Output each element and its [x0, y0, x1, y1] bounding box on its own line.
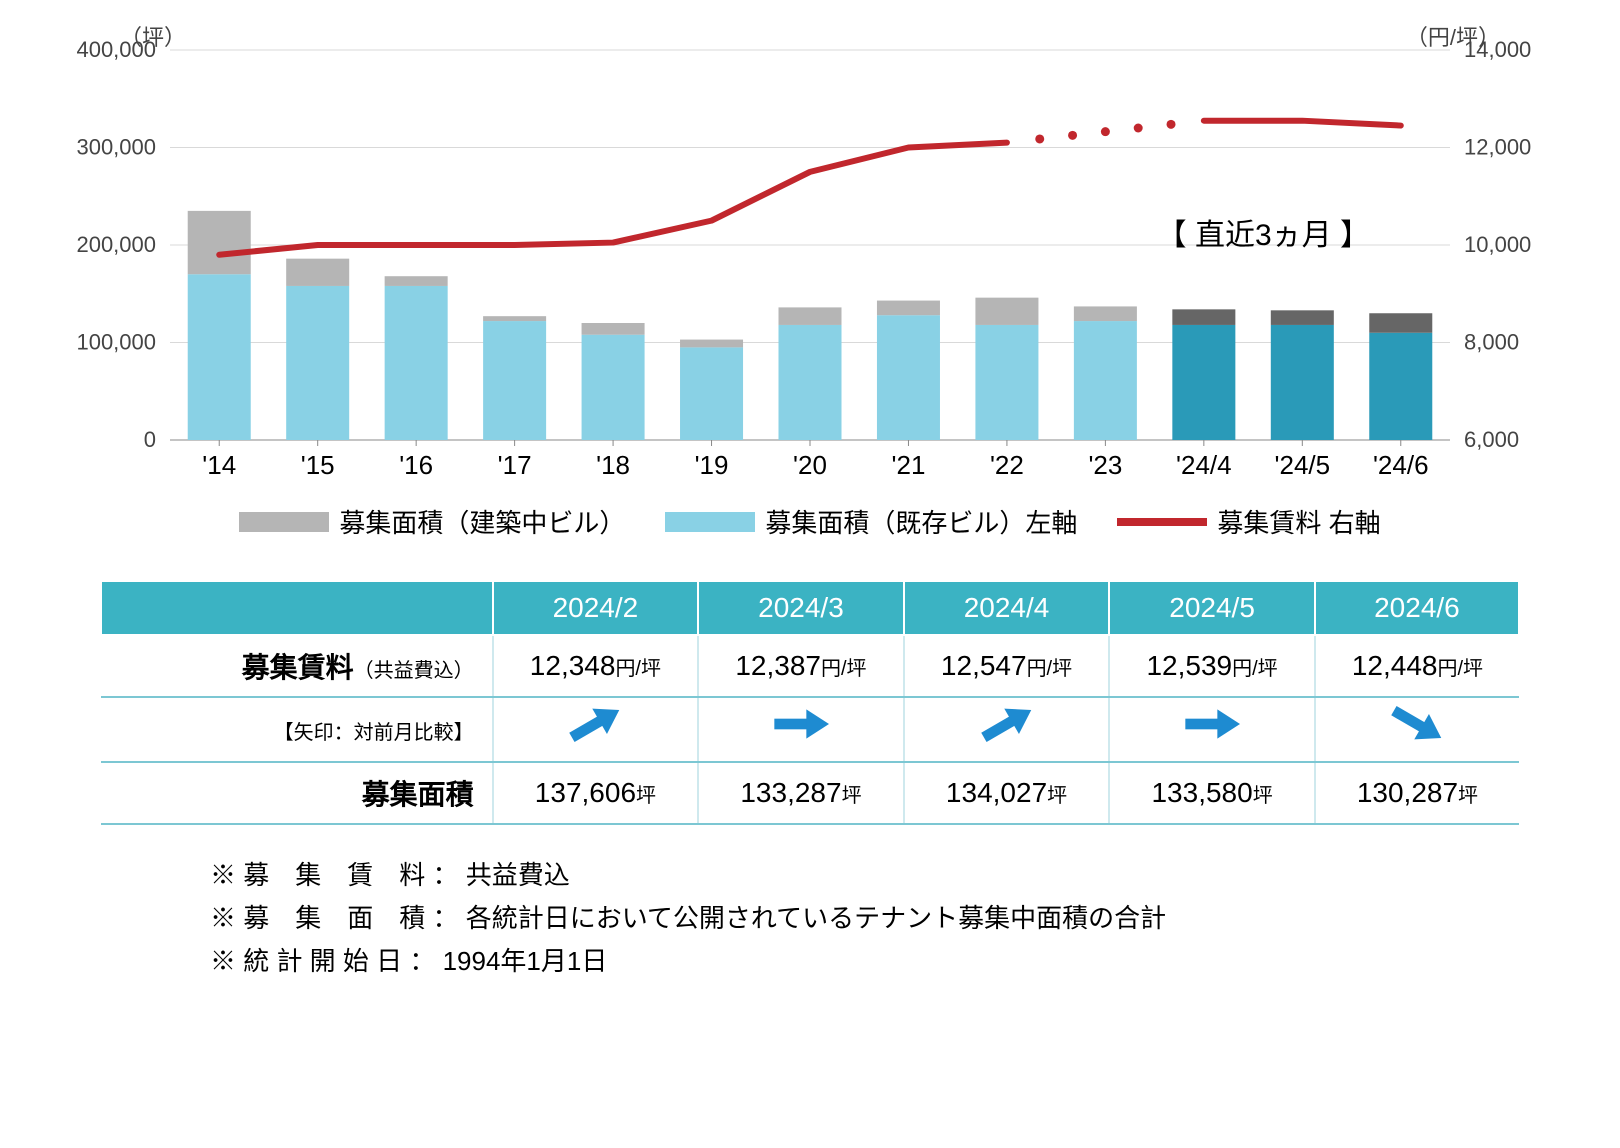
- trend-arrow-down-icon: [1382, 704, 1452, 744]
- legend-swatch: [665, 512, 755, 532]
- svg-text:300,000: 300,000: [76, 135, 156, 160]
- trend-arrow-flat-icon: [766, 704, 836, 744]
- rent-value-cell: 12,448円/坪: [1315, 635, 1519, 697]
- note-2-label: ※ 募 集 面 積: [210, 903, 425, 933]
- svg-text:0: 0: [144, 427, 156, 452]
- svg-text:'23: '23: [1088, 450, 1122, 480]
- rent-value-cell: 12,348円/坪: [493, 635, 699, 697]
- svg-text:'18: '18: [596, 450, 630, 480]
- trend-arrow-up-icon: [972, 704, 1042, 744]
- arrow-cell: [1109, 697, 1315, 762]
- svg-text:'21: '21: [892, 450, 926, 480]
- area-value-cell: 137,606坪: [493, 762, 699, 824]
- legend-swatch: [1117, 518, 1207, 526]
- svg-text:8,000: 8,000: [1464, 330, 1519, 355]
- legend-label: 募集面積（建築中ビル）: [339, 503, 625, 540]
- rent-value-cell: 12,387円/坪: [698, 635, 904, 697]
- note-2-text: ： 各統計日において公開されているテナント募集中面積の合計: [432, 903, 1166, 933]
- area-value-cell: 134,027坪: [904, 762, 1110, 824]
- arrow-cell: [493, 697, 699, 762]
- legend-label: 募集面積（既存ビル）左軸: [765, 503, 1077, 540]
- data-table-wrap: 2024/22024/32024/42024/52024/6 募集賃料（共益費込）…: [100, 580, 1520, 825]
- svg-text:'15: '15: [301, 450, 335, 480]
- table-corner: [101, 581, 493, 635]
- arrow-cell: [904, 697, 1110, 762]
- rent-value-cell: 12,547円/坪: [904, 635, 1110, 697]
- legend-item: 募集賃料 右軸: [1117, 503, 1380, 540]
- table-month-header: 2024/5: [1109, 581, 1315, 635]
- area-value-cell: 133,580坪: [1109, 762, 1315, 824]
- trend-arrow-up-icon: [560, 704, 630, 744]
- svg-text:'24/5: '24/5: [1275, 450, 1331, 480]
- svg-text:10,000: 10,000: [1464, 232, 1531, 257]
- rent-row-label: 募集賃料（共益費込）: [101, 635, 493, 697]
- monthly-data-table: 2024/22024/32024/42024/52024/6 募集賃料（共益費込）…: [100, 580, 1520, 825]
- legend-item: 募集面積（既存ビル）左軸: [665, 503, 1077, 540]
- area-value-cell: 130,287坪: [1315, 762, 1519, 824]
- arrow-cell: [698, 697, 904, 762]
- svg-text:100,000: 100,000: [76, 330, 156, 355]
- note-3-text: ： 1994年1月1日: [409, 946, 607, 976]
- table-month-header: 2024/2: [493, 581, 699, 635]
- footnotes: ※ 募 集 賃 料 ： 共益費込 ※ 募 集 面 積 ： 各統計日において公開さ…: [210, 855, 1410, 978]
- table-month-header: 2024/3: [698, 581, 904, 635]
- legend-item: 募集面積（建築中ビル）: [239, 503, 625, 540]
- svg-text:12,000: 12,000: [1464, 135, 1531, 160]
- svg-text:6,000: 6,000: [1464, 427, 1519, 452]
- svg-text:200,000: 200,000: [76, 232, 156, 257]
- svg-text:'20: '20: [793, 450, 827, 480]
- area-value-cell: 133,287坪: [698, 762, 904, 824]
- chart-legend: 募集面積（建築中ビル） 募集面積（既存ビル）左軸 募集賃料 右軸: [20, 503, 1600, 540]
- arrow-row-label: 【矢印：対前月比較】: [101, 697, 493, 762]
- svg-text:'22: '22: [990, 450, 1024, 480]
- note-1-text: ： 共益費込: [432, 860, 569, 890]
- svg-text:'24/4: '24/4: [1176, 450, 1232, 480]
- svg-text:'14: '14: [202, 450, 236, 480]
- svg-text:'24/6: '24/6: [1373, 450, 1429, 480]
- chart-area: （坪） （円/坪） 【 直近3ヵ月 】 0 100,000 200,000 300,0…: [20, 20, 1600, 540]
- area-row-label: 募集面積: [101, 762, 493, 824]
- note-1-label: ※ 募 集 賃 料: [210, 860, 425, 890]
- arrow-cell: [1315, 697, 1519, 762]
- legend-label: 募集賃料 右軸: [1217, 503, 1380, 540]
- svg-text:'17: '17: [498, 450, 532, 480]
- table-month-header: 2024/4: [904, 581, 1110, 635]
- svg-text:'19: '19: [695, 450, 729, 480]
- right-axis-unit: （円/坪）: [1406, 20, 1500, 52]
- note-3-label: ※ 統 計 開 始 日: [210, 946, 402, 976]
- trend-arrow-flat-icon: [1177, 704, 1247, 744]
- recent-3months-annotation: 【 直近3ヵ月 】: [1157, 210, 1370, 254]
- rent-value-cell: 12,539円/坪: [1109, 635, 1315, 697]
- legend-swatch: [239, 512, 329, 532]
- table-month-header: 2024/6: [1315, 581, 1519, 635]
- left-axis-unit: （坪）: [120, 20, 186, 52]
- svg-text:'16: '16: [399, 450, 433, 480]
